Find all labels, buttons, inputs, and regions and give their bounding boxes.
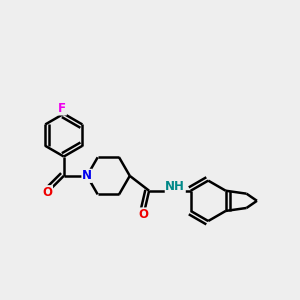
Text: N: N — [82, 169, 92, 182]
Text: O: O — [138, 208, 148, 221]
Text: F: F — [58, 102, 66, 115]
Text: O: O — [43, 186, 52, 199]
Text: NH: NH — [165, 180, 185, 193]
